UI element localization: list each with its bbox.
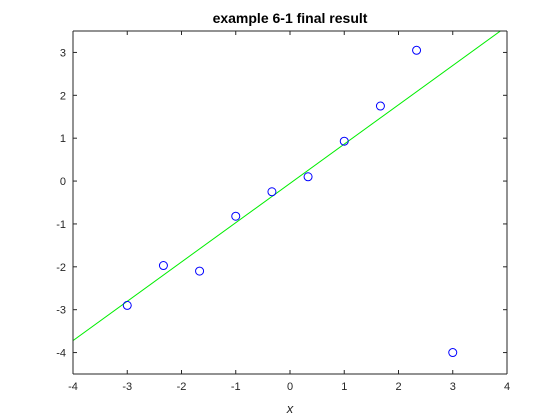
x-tick-label: 4 (504, 381, 510, 393)
data-point (195, 266, 205, 276)
x-tick-label: -4 (68, 381, 78, 393)
x-tick-label: 0 (287, 381, 293, 393)
y-tick-label: 3 (60, 47, 66, 59)
y-tick-label: 2 (60, 90, 66, 102)
y-tick-label: -1 (56, 219, 66, 231)
y-tick-label: -4 (56, 348, 66, 360)
data-point (412, 45, 422, 55)
x-tick-label: -1 (231, 381, 241, 393)
x-tick-label: 2 (395, 381, 401, 393)
data-point (122, 300, 132, 310)
x-tick-label: 3 (450, 381, 456, 393)
x-tick-label: -2 (177, 381, 187, 393)
x-axis-label: x (286, 401, 294, 416)
fit-line (73, 31, 502, 341)
y-tick-label: -3 (56, 305, 66, 317)
x-tick-label: -3 (122, 381, 132, 393)
chart-title: example 6-1 final result (213, 10, 368, 26)
y-tick-label: 0 (60, 176, 66, 188)
plot-area (73, 31, 507, 374)
data-point (231, 211, 241, 221)
data-point (339, 136, 349, 146)
data-point (375, 101, 385, 111)
x-tick-label: 1 (341, 381, 347, 393)
y-tick-label: -2 (56, 262, 66, 274)
series-layer (73, 31, 502, 358)
series-group (73, 31, 502, 358)
data-point (448, 348, 458, 358)
axes-layer: -4 -3 -2 -1 0 1 2 3 4 -4 -3 -2 -1 0 1 2 3 (56, 30, 510, 393)
y-tick-label: 1 (60, 133, 66, 145)
data-point (267, 187, 277, 197)
data-point (303, 172, 313, 182)
data-point (158, 261, 168, 271)
